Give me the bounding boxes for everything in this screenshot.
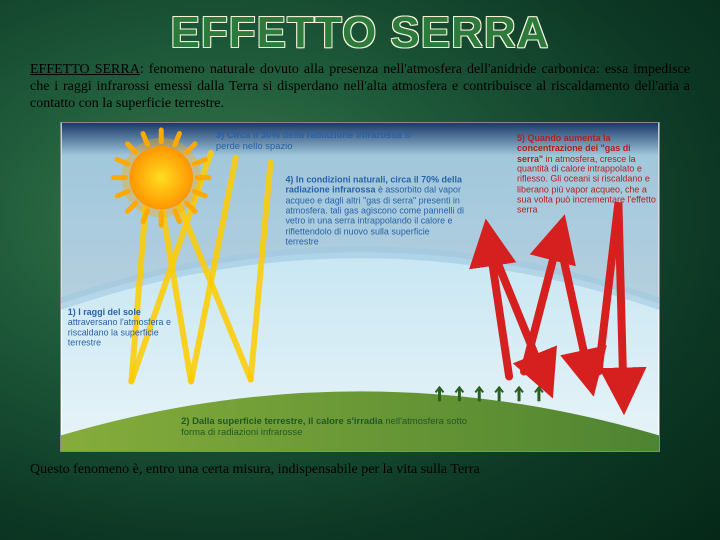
- outro-paragraph: Questo fenomeno è, entro una certa misur…: [0, 456, 720, 483]
- page-title: EFFETTO SERRA: [0, 0, 720, 58]
- diagram-svg: 3) Circa il 30% della radiazione infraro…: [61, 123, 659, 451]
- diagram-label-l4: 4) In condizioni naturali, circa il 70% …: [285, 175, 464, 247]
- greenhouse-diagram: 3) Circa il 30% della radiazione infraro…: [60, 122, 660, 452]
- intro-paragraph: EFFETTO SERRA: fenomeno naturale dovuto …: [0, 58, 720, 116]
- intro-underlined: EFFETTO SERRA: [30, 62, 140, 77]
- diagram-label-l1: 1) I raggi del sole attraversano l'atmos…: [68, 307, 177, 348]
- diagram-label-l3: 3) Circa il 30% della radiazione infraro…: [216, 131, 435, 153]
- diagram-label-l2: 2) Dalla superficie terrestre, il calore…: [181, 418, 479, 440]
- diagram-label-l5: 5) Quando aumenta la concentrazione dei …: [517, 133, 656, 215]
